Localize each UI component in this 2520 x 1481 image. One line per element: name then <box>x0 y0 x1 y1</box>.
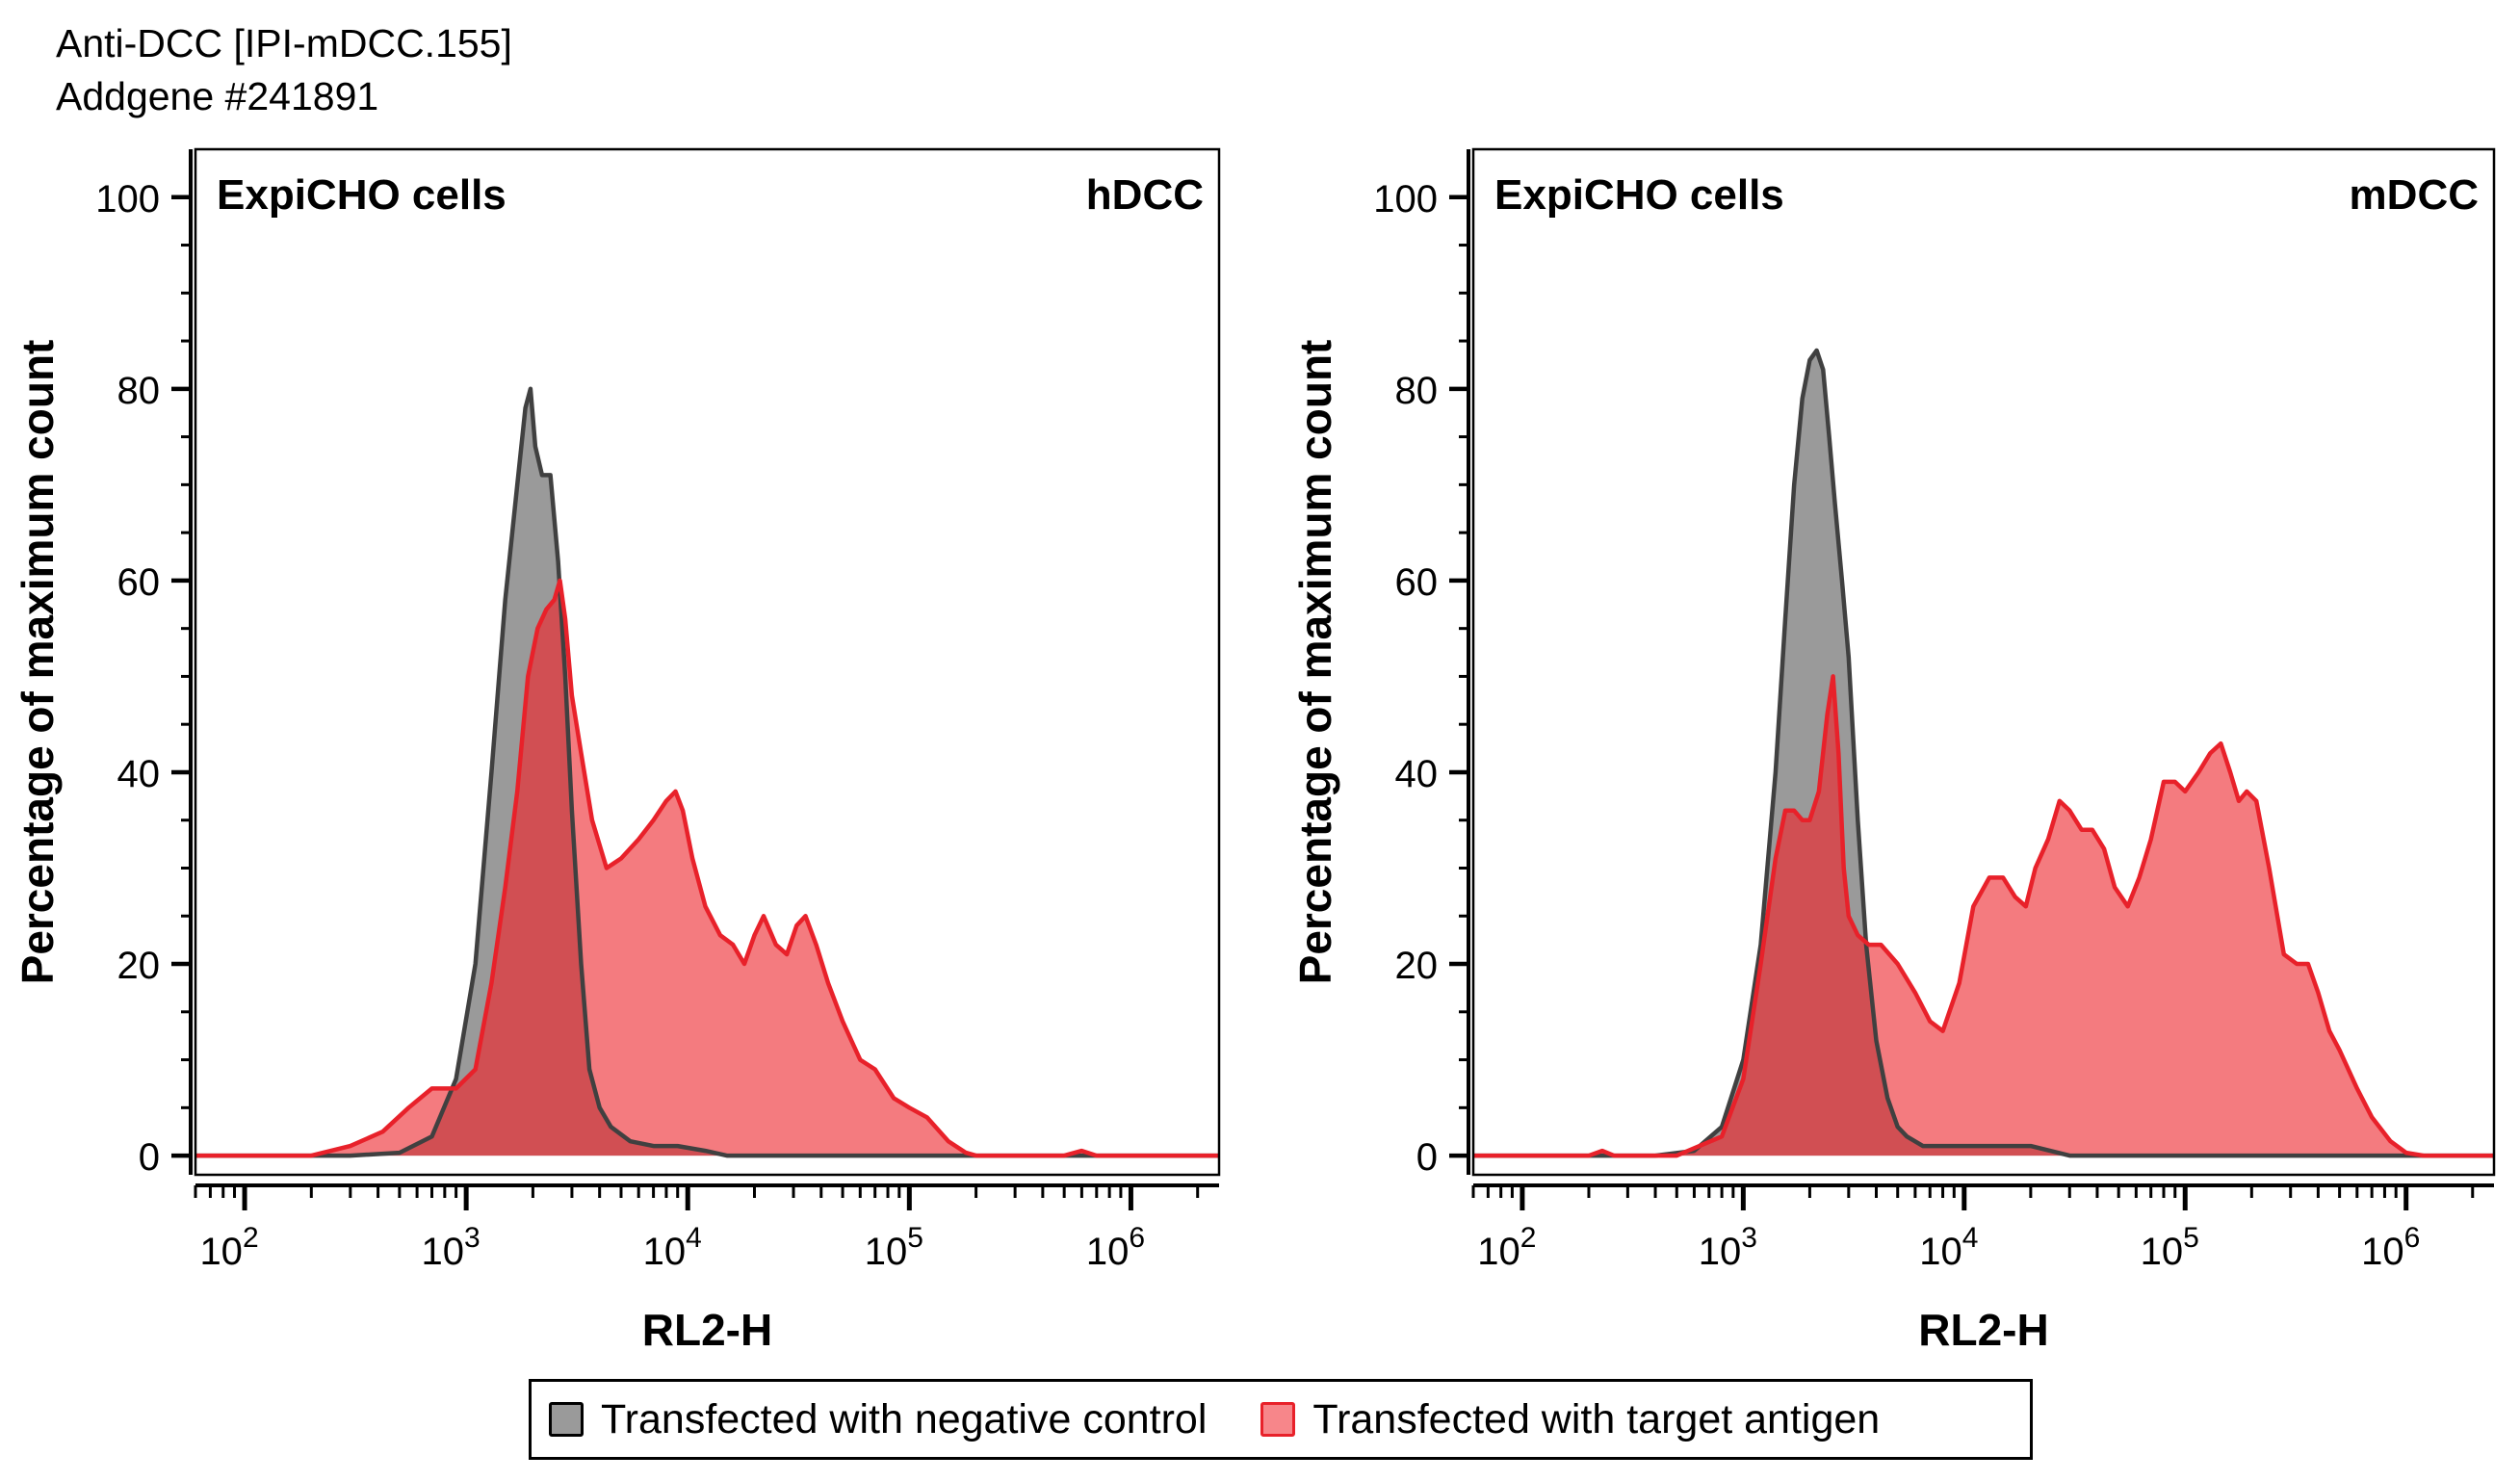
x-tick-exponent: 2 <box>243 1222 259 1254</box>
plot-frame <box>194 147 1221 1177</box>
legend-label-negative: Transfected with negative control <box>601 1395 1208 1442</box>
x-tick-base: 10 <box>643 1231 687 1273</box>
x-tick-exponent: 6 <box>2404 1222 2421 1254</box>
x-tick-base: 10 <box>1477 1231 1520 1273</box>
x-tick-base: 10 <box>199 1231 243 1273</box>
x-tick-base: 10 <box>1086 1231 1130 1273</box>
x-tick-base: 10 <box>1919 1231 1962 1273</box>
plot-area <box>1473 348 2494 1158</box>
figure-header: Anti-DCC [IPI-mDCC.155] Addgene #241891 <box>56 17 512 123</box>
y-tick-label: 60 <box>117 561 161 604</box>
panel-title: ExpiCHO cells <box>1494 171 1784 219</box>
x-tick-base: 10 <box>422 1231 465 1273</box>
y-tick-label: 20 <box>117 945 161 987</box>
y-tick-label: 60 <box>1395 561 1439 604</box>
x-tick-label: 102 <box>1477 1222 1536 1273</box>
panel-antigen-label: hDCC <box>1086 171 1204 219</box>
panel-antigen-label: mDCC <box>2350 171 2479 219</box>
x-tick-exponent: 6 <box>1129 1222 1145 1254</box>
figure-title: Anti-DCC [IPI-mDCC.155] <box>56 21 512 65</box>
x-tick-label: 104 <box>643 1222 702 1273</box>
figure-subtitle: Addgene #241891 <box>56 74 379 118</box>
series-target-area <box>1473 676 2494 1156</box>
x-tick-exponent: 3 <box>1741 1222 1757 1254</box>
y-tick-label: 40 <box>117 753 161 795</box>
x-tick-exponent: 4 <box>686 1222 702 1254</box>
x-tick-exponent: 5 <box>2183 1222 2199 1254</box>
y-tick-label: 80 <box>117 370 161 412</box>
x-axis-label: RL2-H <box>1918 1305 2048 1355</box>
series-negative-line <box>195 386 1219 1158</box>
legend-swatch-target <box>1260 1402 1296 1437</box>
x-tick-label: 103 <box>422 1222 481 1273</box>
y-axis-label: Percentage of maximum count <box>1290 340 1340 985</box>
series-target-line <box>1473 674 2494 1158</box>
x-tick-label: 105 <box>2141 1222 2199 1273</box>
x-tick-base: 10 <box>2361 1231 2404 1273</box>
legend-swatch-negative <box>549 1402 584 1437</box>
y-axis-label: Percentage of maximum count <box>13 340 63 985</box>
legend-item-negative: Transfected with negative control <box>549 1396 1207 1443</box>
x-tick-exponent: 5 <box>907 1222 923 1254</box>
y-tick-label: 100 <box>95 178 160 221</box>
x-axis-label: RL2-H <box>642 1305 772 1355</box>
x-tick-base: 10 <box>2141 1231 2184 1273</box>
y-tick-label: 80 <box>1395 370 1439 412</box>
legend-label-target: Transfected with target antigen <box>1312 1395 1881 1442</box>
panel-title: ExpiCHO cells <box>217 171 507 219</box>
x-tick-exponent: 3 <box>464 1222 481 1254</box>
x-tick-label: 106 <box>1086 1222 1145 1273</box>
x-tick-exponent: 2 <box>1520 1222 1537 1254</box>
x-tick-base: 10 <box>1699 1231 1742 1273</box>
x-tick-label: 106 <box>2361 1222 2420 1273</box>
plot-frame <box>1471 147 2496 1177</box>
legend-item-target: Transfected with target antigen <box>1260 1396 1880 1443</box>
legend: Transfected with negative control Transf… <box>529 1379 2033 1460</box>
x-tick-label: 103 <box>1699 1222 1757 1273</box>
y-tick-label: 40 <box>1395 753 1439 795</box>
x-tick-label: 105 <box>865 1222 923 1273</box>
y-tick-label: 20 <box>1395 945 1439 987</box>
y-tick-label: 100 <box>1373 178 1438 221</box>
x-tick-exponent: 4 <box>1962 1222 1979 1254</box>
series-target-area <box>195 580 1219 1156</box>
x-tick-label: 104 <box>1919 1222 1978 1273</box>
x-tick-base: 10 <box>865 1231 908 1273</box>
y-tick-label: 0 <box>139 1136 160 1179</box>
plot-area <box>195 386 1219 1158</box>
chart-panel-1: 0 20 40 60 80 100 Percentage of maximum count 1… <box>13 147 1221 1355</box>
y-tick-label: 0 <box>1416 1136 1438 1179</box>
x-tick-label: 102 <box>199 1222 258 1273</box>
series-target-line <box>195 578 1219 1158</box>
chart-panel-2: 0 20 40 60 80 100 Percentage of maximum count 1… <box>1290 147 2496 1355</box>
series-negative-line <box>1473 348 2494 1158</box>
